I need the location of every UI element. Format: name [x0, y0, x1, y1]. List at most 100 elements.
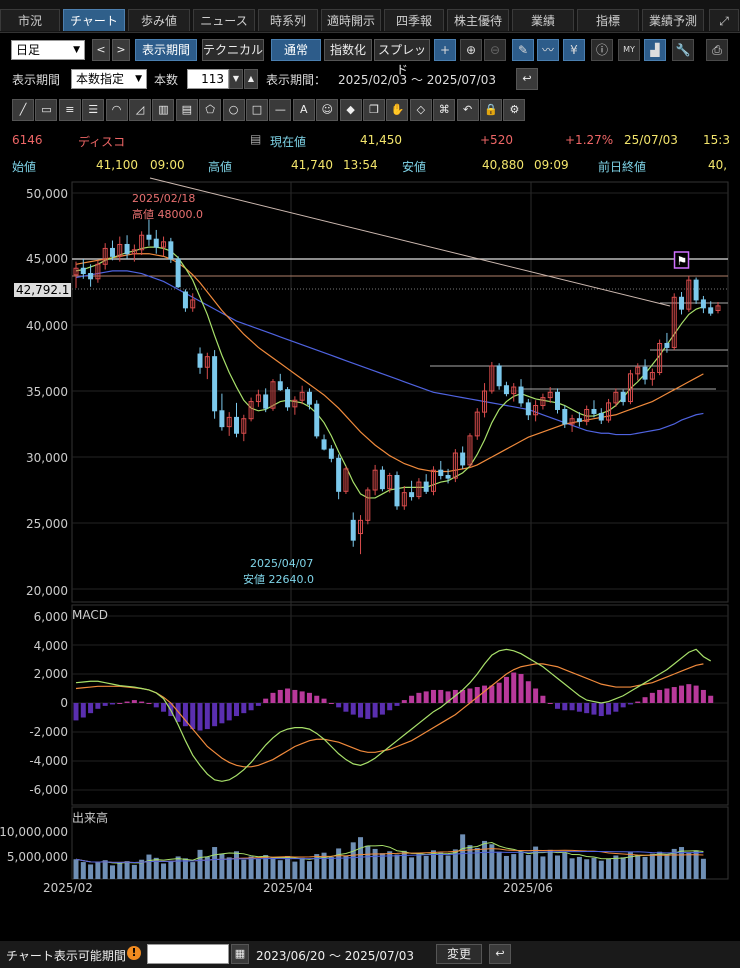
tab-shikiho[interactable]: 四季報	[384, 9, 444, 31]
volume-bar	[299, 857, 305, 879]
macd-hist-bar	[503, 676, 509, 703]
pitchfork-tool-icon[interactable]: ▤	[175, 99, 198, 121]
stamp-icon[interactable]: ◆	[339, 99, 362, 121]
volume-bar	[649, 853, 655, 879]
volume-bar	[124, 861, 130, 879]
spread-button[interactable]: スプレッド	[374, 39, 430, 77]
tab-disclosure[interactable]: 適時開示	[321, 9, 381, 31]
candle-body	[460, 452, 466, 466]
yen-icon[interactable]: ¥	[563, 39, 585, 61]
macd-hist-bar	[620, 703, 626, 708]
grid-tool-icon[interactable]: ▥	[152, 99, 175, 121]
hline2-tool-icon[interactable]: —	[269, 99, 292, 121]
tab-indicators[interactable]: 指標	[577, 9, 639, 31]
ruler-tool-icon[interactable]: ▭	[35, 99, 58, 121]
fan-tool-icon[interactable]: ◿	[129, 99, 151, 121]
chart-wave-icon[interactable]: 〰	[537, 39, 559, 61]
change-button[interactable]: 変更	[436, 944, 482, 964]
tab-timeseries[interactable]: 時系列	[258, 9, 318, 31]
undo-icon[interactable]: ↶	[456, 99, 479, 121]
quote-date: 25/07/03	[624, 133, 678, 147]
tab-benefits[interactable]: 株主優待	[447, 9, 509, 31]
area-chart-icon[interactable]: ▟	[644, 39, 666, 61]
volume-bar	[146, 854, 152, 879]
hand-icon[interactable]: ✋	[386, 99, 409, 121]
channel-tool-icon[interactable]: ☰	[82, 99, 105, 121]
display-period-button[interactable]: 表示期間	[135, 39, 197, 61]
circle-tool-icon[interactable]: ○	[222, 99, 245, 121]
period-select[interactable]: 日足 ▼	[11, 40, 85, 60]
candle-body	[161, 241, 167, 248]
tab-forecast[interactable]: 業績予測	[642, 9, 704, 31]
count-up-icon[interactable]: ▲	[244, 69, 258, 89]
tab-ticks[interactable]: 歩み値	[128, 9, 190, 31]
volume-bar	[482, 840, 488, 879]
technical-button[interactable]: テクニカル	[202, 39, 264, 61]
macd-hist-bar	[182, 703, 188, 727]
calendar-icon[interactable]: ▦	[231, 944, 249, 964]
candle-body	[139, 234, 145, 251]
copy-icon[interactable]: ❐	[363, 99, 385, 121]
volume-bar	[569, 858, 575, 879]
zoom-out-icon[interactable]: ⊖	[484, 39, 506, 61]
wrench-icon[interactable]: 🔧	[672, 39, 694, 61]
count-input[interactable]: 113	[187, 69, 229, 89]
zoom-in-icon[interactable]: ⊕	[460, 39, 482, 61]
high-label: 高値	[208, 160, 233, 174]
crosshair-icon[interactable]: +	[434, 39, 456, 61]
candle-body	[482, 390, 488, 413]
normal-button[interactable]: 通常	[271, 39, 321, 61]
volume-bar	[423, 855, 429, 879]
pentagon-tool-icon[interactable]: ⬠	[199, 99, 222, 121]
macd-hist-bar	[642, 697, 648, 703]
volume-bar	[153, 857, 159, 879]
print-icon[interactable]: ⎙	[706, 39, 728, 61]
stock-chart[interactable]: ⚑2023/082023/122024/042024/082024/122025…	[0, 176, 740, 896]
text-tool-icon[interactable]: A	[292, 99, 315, 121]
return-icon[interactable]: ↩	[489, 944, 511, 964]
macd-hist-bar	[270, 692, 276, 703]
tab-results[interactable]: 業績	[512, 9, 574, 31]
eraser-icon[interactable]: ◇	[409, 99, 432, 121]
macd-hist-bar	[328, 703, 334, 704]
macd-hist-bar	[540, 695, 546, 703]
line-tool-icon[interactable]: ╱	[12, 99, 34, 121]
tab-market[interactable]: 市況	[0, 9, 60, 31]
next-arrow-button[interactable]: >	[112, 39, 130, 61]
macd-hist-bar	[525, 681, 531, 703]
prev-arrow-button[interactable]: <	[92, 39, 110, 61]
macd-hist-bar	[358, 703, 364, 718]
lock-icon[interactable]: 🔒	[480, 99, 502, 121]
date-input[interactable]	[147, 944, 229, 964]
volume-bar	[277, 860, 283, 879]
current-price-label: 現在値	[270, 135, 307, 149]
magnet-icon[interactable]: ⌘	[433, 99, 456, 121]
chevron-down-icon: ▼	[135, 74, 142, 84]
settings-icon[interactable]: ⚙	[503, 99, 526, 121]
pencil-icon[interactable]: ✎	[512, 39, 534, 61]
tab-chart[interactable]: チャート	[63, 9, 125, 31]
volume-bar	[161, 863, 167, 879]
return-icon[interactable]: ↩	[516, 68, 538, 90]
expand-icon[interactable]: ⤢	[709, 9, 739, 31]
tab-news[interactable]: ニュース	[193, 9, 255, 31]
macd-panel-title: MACD	[72, 608, 108, 622]
candle-body	[80, 267, 86, 275]
rect-tool-icon[interactable]: □	[246, 99, 268, 121]
document-icon[interactable]: ▤	[250, 132, 262, 146]
low-label: 安値	[402, 160, 427, 174]
my-chart-icon[interactable]: MY	[618, 39, 640, 61]
volume-bar	[430, 850, 436, 879]
range-value: 2025/02/03 〜 2025/07/03	[338, 73, 496, 87]
emoji-icon[interactable]: ☺	[316, 99, 339, 121]
period-mode-select[interactable]: 本数指定 ▼	[71, 69, 147, 89]
index-button[interactable]: 指数化	[324, 39, 372, 61]
price-change: +520	[480, 133, 513, 147]
macd-tick: -4,000	[29, 754, 68, 768]
volume-bar	[95, 862, 101, 879]
arc-tool-icon[interactable]: ◠	[105, 99, 128, 121]
info-icon[interactable]: ⓘ	[591, 39, 613, 61]
macd-hist-bar	[321, 698, 327, 703]
hline-tool-icon[interactable]: ≡	[58, 99, 81, 121]
count-down-icon[interactable]: ▼	[229, 69, 243, 89]
